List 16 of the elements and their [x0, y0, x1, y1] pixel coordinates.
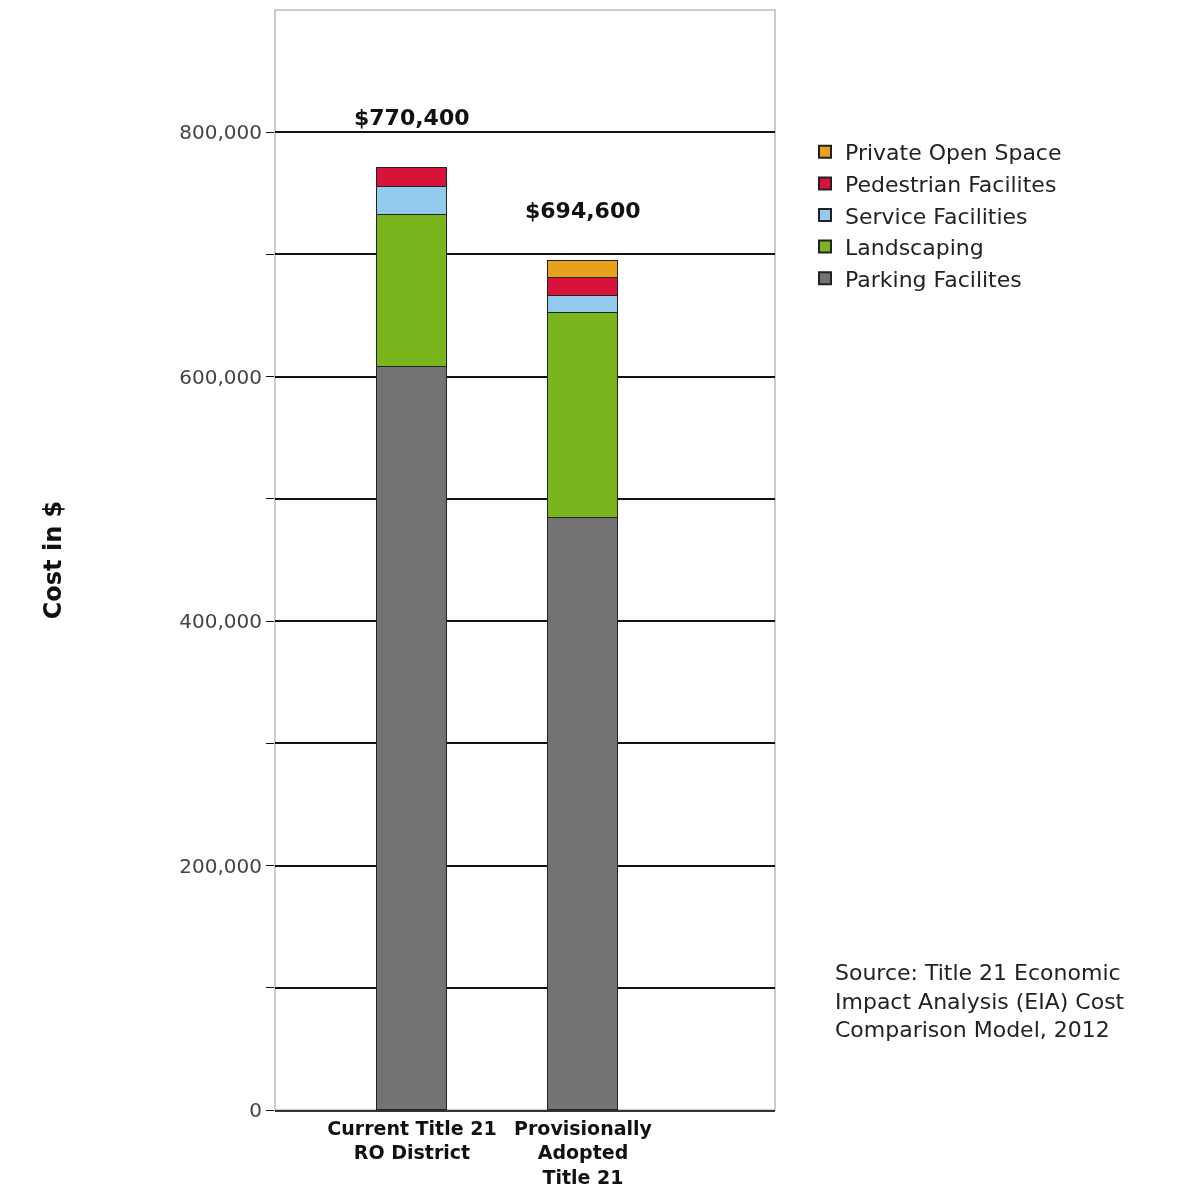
y-tick-label: 800,000 [179, 120, 262, 145]
x-tick-label: Current Title 21 RO District [327, 1116, 497, 1164]
legend-label: Pedestrian Facilites [845, 171, 1057, 197]
x-tick-label: Provisionally Adopted Title 21 [514, 1116, 653, 1188]
y-tick-label: 400,000 [179, 609, 262, 634]
y-tick-label: 0 [249, 1098, 262, 1122]
y-axis-title: Cost in $ [39, 500, 68, 620]
legend-label: Service Facilities [845, 203, 1028, 229]
total-label: $694,600 [525, 198, 641, 223]
legend-label: Parking Facilites [845, 266, 1022, 292]
y-tick-label: 600,000 [179, 364, 262, 389]
total-label: $770,400 [354, 105, 470, 130]
legend-label: Landscaping [845, 235, 984, 261]
source-note: Source: Title 21 Economic Impact Analysis (EIA) Cost Comparison Model, 2012 [835, 960, 1125, 1043]
y-tick-label: 200,000 [179, 853, 262, 878]
legend-label: Private Open Space [845, 140, 1062, 166]
